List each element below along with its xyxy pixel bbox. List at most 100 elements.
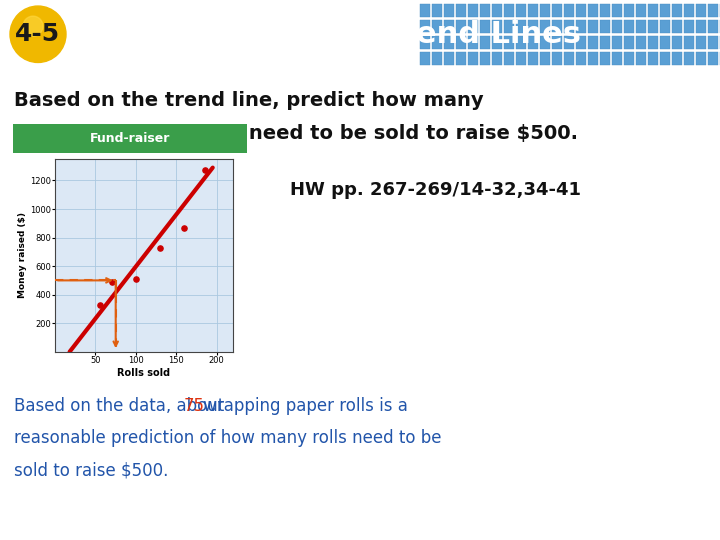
Point <box>199 166 210 175</box>
Text: 4-5: 4-5 <box>15 22 60 46</box>
Bar <box>564 36 574 49</box>
Bar <box>672 52 682 65</box>
Bar <box>540 20 550 33</box>
Bar <box>432 20 442 33</box>
Bar <box>648 52 658 65</box>
Bar <box>444 20 454 33</box>
Point <box>154 243 166 252</box>
Bar <box>708 4 718 17</box>
Bar <box>468 36 478 49</box>
Bar <box>684 4 694 17</box>
Bar <box>552 20 562 33</box>
Bar <box>540 4 550 17</box>
Bar <box>672 20 682 33</box>
Bar <box>468 4 478 17</box>
Bar <box>432 52 442 65</box>
Bar <box>444 4 454 17</box>
Circle shape <box>10 6 66 63</box>
Bar <box>528 4 538 17</box>
Bar <box>576 4 586 17</box>
Bar <box>564 20 574 33</box>
Bar <box>456 36 466 49</box>
Bar <box>552 52 562 65</box>
Point <box>94 301 105 309</box>
Bar <box>504 20 514 33</box>
Text: wrapping paper rolls need to be sold to raise $500.: wrapping paper rolls need to be sold to … <box>14 124 578 143</box>
Bar <box>432 36 442 49</box>
Text: Based on the trend line, predict how many: Based on the trend line, predict how man… <box>14 91 484 110</box>
Bar <box>612 52 622 65</box>
Bar <box>504 52 514 65</box>
Bar <box>636 52 646 65</box>
Bar <box>420 4 430 17</box>
Bar <box>444 36 454 49</box>
Bar <box>468 52 478 65</box>
Bar <box>504 4 514 17</box>
Bar <box>660 36 670 49</box>
Bar <box>648 20 658 33</box>
Bar <box>684 20 694 33</box>
Text: Copyright © by Holt, Rinehart and Winston.  All Rights Reserved.: Copyright © by Holt, Rinehart and Winsto… <box>369 515 708 525</box>
Text: Holt Algebra 1: Holt Algebra 1 <box>12 513 120 526</box>
Bar <box>528 52 538 65</box>
Bar <box>684 36 694 49</box>
Bar <box>576 36 586 49</box>
Text: Based on the data, about: Based on the data, about <box>14 397 230 415</box>
Bar <box>588 36 598 49</box>
Bar <box>480 4 490 17</box>
Text: Scatter Plots and Trend Lines: Scatter Plots and Trend Lines <box>76 20 581 49</box>
Bar <box>612 20 622 33</box>
Bar <box>624 20 634 33</box>
Bar <box>456 4 466 17</box>
Text: wrapping paper rolls is a: wrapping paper rolls is a <box>197 397 408 415</box>
Bar <box>516 20 526 33</box>
Bar <box>504 36 514 49</box>
Bar <box>612 4 622 17</box>
Bar <box>492 4 502 17</box>
Bar <box>576 52 586 65</box>
Bar <box>696 52 706 65</box>
Bar <box>540 52 550 65</box>
Bar <box>708 52 718 65</box>
Bar <box>420 20 430 33</box>
Bar <box>636 20 646 33</box>
Bar <box>696 36 706 49</box>
Bar <box>516 4 526 17</box>
Bar <box>480 20 490 33</box>
Bar <box>420 36 430 49</box>
Text: HW pp. 267-269/14-32,34-41: HW pp. 267-269/14-32,34-41 <box>290 181 581 199</box>
Bar <box>492 36 502 49</box>
Bar <box>600 52 610 65</box>
X-axis label: Rolls sold: Rolls sold <box>117 368 171 377</box>
Bar <box>540 36 550 49</box>
Bar <box>480 52 490 65</box>
Bar <box>588 4 598 17</box>
Point <box>106 278 117 286</box>
Bar <box>516 36 526 49</box>
Bar <box>528 36 538 49</box>
Bar <box>588 20 598 33</box>
Bar <box>432 4 442 17</box>
Bar <box>492 52 502 65</box>
Bar <box>636 36 646 49</box>
Bar <box>468 20 478 33</box>
Bar <box>576 20 586 33</box>
Text: Fund-raiser: Fund-raiser <box>90 132 170 145</box>
Bar <box>684 52 694 65</box>
Bar <box>456 20 466 33</box>
Bar <box>636 4 646 17</box>
Bar <box>600 36 610 49</box>
Y-axis label: Money raised ($): Money raised ($) <box>18 212 27 299</box>
Bar <box>612 36 622 49</box>
Bar <box>600 4 610 17</box>
Bar <box>444 52 454 65</box>
Text: reasonable prediction of how many rolls need to be: reasonable prediction of how many rolls … <box>14 429 441 447</box>
Bar <box>456 52 466 65</box>
Text: 75: 75 <box>184 397 205 415</box>
Bar <box>660 20 670 33</box>
Bar <box>660 52 670 65</box>
Bar <box>564 52 574 65</box>
Point <box>179 223 190 232</box>
Bar <box>660 4 670 17</box>
Bar <box>480 36 490 49</box>
